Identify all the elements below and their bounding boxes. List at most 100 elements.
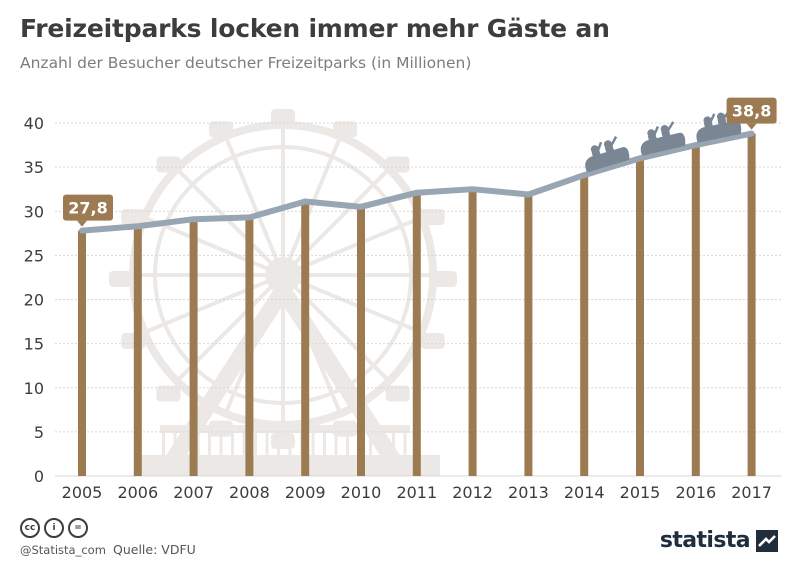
gondola xyxy=(420,209,445,226)
bar xyxy=(189,219,198,476)
x-tick-label: 2017 xyxy=(731,483,772,502)
fence-post xyxy=(380,425,384,460)
bar xyxy=(78,230,86,476)
y-tick-label: 25 xyxy=(24,246,44,265)
roller-coaster-car xyxy=(585,136,630,173)
bar xyxy=(580,175,589,476)
y-tick-label: 40 xyxy=(24,114,44,133)
bar xyxy=(133,226,142,476)
fence-post xyxy=(265,425,269,460)
chart: 0 5 10 15 20 25 30 35 40 2005 2006 2007 2008 2009 201… xyxy=(24,97,782,502)
gondola xyxy=(209,121,234,138)
attribution-icon: i xyxy=(44,518,64,538)
fence-post xyxy=(173,425,177,460)
trend-line xyxy=(79,130,755,234)
x-tick-label: 2012 xyxy=(452,483,493,502)
statista-logo-icon xyxy=(756,529,778,552)
gondola xyxy=(156,385,181,402)
bar xyxy=(468,189,477,476)
y-tick-label: 35 xyxy=(24,158,44,177)
wheel-spoke xyxy=(281,167,391,277)
source-note: Quelle: VDFU xyxy=(113,542,196,557)
fence-post xyxy=(392,425,395,460)
x-tick-label: 2008 xyxy=(229,483,270,502)
gondola xyxy=(156,156,181,173)
no-derivatives-icon: = xyxy=(68,518,88,538)
bar xyxy=(747,133,756,476)
x-tick-label: 2007 xyxy=(173,483,214,502)
x-tick-label: 2013 xyxy=(508,483,549,502)
x-tick-label: 2010 xyxy=(341,483,382,502)
gondola xyxy=(385,156,410,173)
gondola xyxy=(433,271,457,287)
bars xyxy=(78,133,756,477)
fence-post xyxy=(208,425,211,460)
wheel-spoke xyxy=(281,135,343,276)
value-label: 27,8 xyxy=(63,194,113,227)
wheel-base xyxy=(140,455,440,476)
y-tick-label: 15 xyxy=(24,335,44,354)
statista-logo[interactable]: statista xyxy=(660,528,778,553)
fence-post xyxy=(323,425,326,460)
roller-coaster-cars xyxy=(585,108,742,173)
y-tick-label: 20 xyxy=(24,291,44,310)
fence-post xyxy=(346,425,349,460)
ferris-wheel-illustration xyxy=(109,109,457,476)
fence-post xyxy=(311,425,315,460)
gondola xyxy=(420,332,445,349)
wheel-spoke xyxy=(143,273,284,335)
roller-coaster-car xyxy=(696,108,742,143)
fence-post xyxy=(288,425,292,460)
wheel-spoke xyxy=(175,167,285,277)
bar xyxy=(412,192,421,476)
x-axis-ticks: 2005 2006 2007 2008 2009 2010 2011 2012 2013 2014… xyxy=(62,483,772,502)
fence-post xyxy=(334,425,338,460)
gondola xyxy=(385,385,410,402)
fence-post xyxy=(219,425,223,460)
bar xyxy=(636,158,644,477)
value-label-text: 38,8 xyxy=(732,102,771,121)
fence-post xyxy=(231,425,234,460)
x-tick-label: 2015 xyxy=(620,483,661,502)
wheel-spoke xyxy=(223,135,285,276)
gondola xyxy=(109,271,133,287)
fence-post xyxy=(277,425,280,460)
fence-post xyxy=(162,425,165,460)
x-tick-label: 2016 xyxy=(675,483,716,502)
value-label-text: 27,8 xyxy=(68,199,107,218)
twitter-handle[interactable]: @Statista_com xyxy=(20,543,106,557)
wheel-spoke xyxy=(281,273,391,383)
bar xyxy=(357,206,365,476)
value-label: 38,8 xyxy=(726,97,777,130)
x-tick-label: 2006 xyxy=(117,483,158,502)
value-labels: 27,8 38,8 xyxy=(63,97,777,227)
statista-wordmark: statista xyxy=(659,528,751,553)
x-tick-label: 2009 xyxy=(285,483,326,502)
gondola xyxy=(332,121,357,138)
fence-post xyxy=(196,425,200,460)
y-tick-label: 0 xyxy=(34,467,44,486)
fence-post xyxy=(403,425,407,460)
chart-title: Freizeitparks locken immer mehr Gäste an xyxy=(20,14,610,43)
bar xyxy=(524,194,533,477)
y-tick-label: 5 xyxy=(34,423,44,442)
x-tick-label: 2011 xyxy=(396,483,437,502)
trend-line-path xyxy=(79,130,755,234)
wheel-leg-right xyxy=(283,275,403,460)
roller-coaster-car xyxy=(640,121,686,156)
x-tick-label: 2014 xyxy=(564,483,605,502)
y-axis-ticks: 0 5 10 15 20 25 30 35 40 xyxy=(24,114,44,486)
wheel-spoke xyxy=(143,215,284,277)
fence-post xyxy=(369,425,372,460)
cc-license-icon: cc xyxy=(20,518,40,538)
bar xyxy=(301,201,310,477)
bar xyxy=(691,145,700,476)
gondola xyxy=(121,209,146,226)
x-tick-label: 2005 xyxy=(62,483,103,502)
chart-subtitle: Anzahl der Besucher deutscher Freizeitpa… xyxy=(20,54,472,72)
fence-post xyxy=(242,425,246,460)
fence-rail xyxy=(160,425,410,433)
y-tick-label: 10 xyxy=(24,379,44,398)
gondola xyxy=(271,109,295,125)
bar xyxy=(245,217,254,477)
